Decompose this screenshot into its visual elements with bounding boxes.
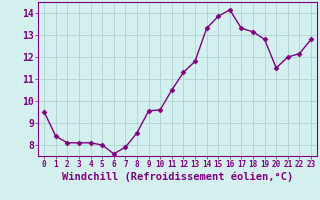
- X-axis label: Windchill (Refroidissement éolien,°C): Windchill (Refroidissement éolien,°C): [62, 172, 293, 182]
